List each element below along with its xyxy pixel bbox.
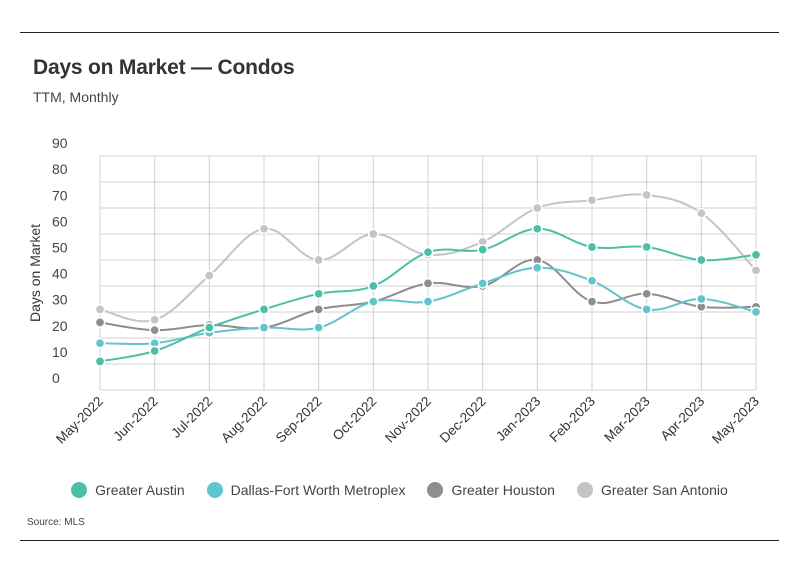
x-tick-label: Mar-2023 (601, 394, 652, 445)
x-tick-label: Sep-2022 (273, 394, 325, 446)
data-point-greater-austin (422, 246, 434, 258)
data-point-greater-austin (586, 241, 598, 253)
x-tick-label: Jun-2022 (110, 394, 160, 444)
y-tick-label: 90 (52, 135, 68, 151)
x-tick-label: Jan-2023 (493, 394, 543, 444)
data-point-greater-san-antonio (695, 207, 707, 219)
data-point-dallas-fort-worth-metroplex (313, 322, 325, 333)
x-tick-label: Nov-2022 (382, 394, 434, 446)
data-point-greater-austin (531, 223, 543, 235)
top-rule (20, 32, 779, 33)
data-point-greater-austin (258, 304, 270, 315)
x-tick-label: Aug-2022 (218, 394, 270, 446)
data-point-greater-austin (94, 356, 106, 367)
y-tick-label: 70 (52, 187, 68, 203)
legend-label: Greater San Antonio (600, 482, 728, 498)
data-point-greater-san-antonio (313, 254, 325, 266)
legend-label: Greater Austin (95, 482, 185, 498)
data-point-dallas-fort-worth-metroplex (477, 278, 489, 289)
bottom-rule (20, 540, 779, 541)
data-point-greater-houston (586, 296, 598, 307)
data-point-greater-houston (149, 324, 161, 336)
data-point-dallas-fort-worth-metroplex (258, 322, 270, 333)
data-point-greater-austin (313, 288, 325, 300)
data-point-greater-san-antonio (149, 314, 161, 326)
legend-swatch (206, 482, 223, 498)
legend-swatch (427, 482, 444, 498)
data-point-greater-san-antonio (94, 304, 106, 315)
legend-label: Greater Houston (451, 482, 555, 498)
x-tick-label: Feb-2023 (547, 394, 598, 445)
data-point-greater-houston (422, 278, 434, 289)
legend-swatch (71, 482, 88, 498)
data-point-dallas-fort-worth-metroplex (586, 275, 598, 287)
y-axis-label: Days on Market (27, 224, 43, 322)
data-point-greater-austin (695, 254, 707, 266)
data-point-dallas-fort-worth-metroplex (422, 296, 434, 307)
data-point-dallas-fort-worth-metroplex (695, 293, 707, 305)
y-tick-label: 10 (52, 344, 68, 360)
source-note: Source: MLS (27, 517, 85, 528)
data-point-greater-san-antonio (750, 265, 762, 276)
y-tick-label: 30 (52, 292, 68, 308)
legend-item-greater-san-antonio: Greater San Antonio (576, 482, 728, 498)
data-point-greater-austin (750, 249, 762, 261)
y-tick-label: 50 (52, 240, 68, 256)
x-tick-label: Apr-2023 (658, 394, 708, 444)
legend-item-greater-austin: Greater Austin (71, 482, 185, 498)
data-point-greater-san-antonio (641, 189, 653, 201)
y-tick-label: 60 (52, 213, 68, 229)
legend-swatch (576, 482, 593, 498)
y-tick-label: 20 (52, 318, 68, 334)
x-tick-label: May-2022 (53, 394, 106, 447)
data-point-greater-san-antonio (203, 270, 215, 281)
y-tick-label: 0 (52, 370, 60, 386)
y-tick-label: 80 (52, 161, 68, 177)
y-tick-label: 40 (52, 266, 68, 282)
x-tick-label: Jul-2022 (168, 394, 215, 441)
data-point-greater-austin (367, 280, 379, 292)
data-point-greater-san-antonio (531, 202, 543, 214)
data-point-dallas-fort-worth-metroplex (94, 337, 106, 349)
data-point-greater-san-antonio (258, 223, 270, 235)
chart-title: Days on Market — Condos (33, 56, 295, 79)
line-chart: 0 10 20 30 40 50 60 70 80 90 Days on Market May-202… (27, 135, 762, 447)
data-point-greater-austin (203, 322, 215, 333)
legend-item-dallas-fort-worth-metroplex: Dallas-Fort Worth Metroplex (206, 482, 406, 498)
chart-subtitle: TTM, Monthly (33, 89, 119, 105)
data-point-greater-san-antonio (367, 228, 379, 240)
data-point-greater-austin (477, 244, 489, 255)
data-point-dallas-fort-worth-metroplex (367, 296, 379, 307)
data-point-greater-san-antonio (586, 194, 598, 206)
legend-label: Dallas-Fort Worth Metroplex (230, 482, 406, 498)
x-tick-label: May-2023 (709, 394, 762, 447)
data-point-dallas-fort-worth-metroplex (750, 306, 762, 318)
data-point-greater-houston (94, 317, 106, 328)
chart-legend: Greater Austin Dallas-Fort Worth Metrople… (0, 482, 799, 498)
data-point-dallas-fort-worth-metroplex (531, 262, 543, 274)
data-point-greater-houston (641, 288, 653, 300)
x-tick-label: Dec-2022 (437, 394, 489, 446)
x-tick-label: Oct-2022 (330, 394, 380, 444)
legend-item-greater-houston: Greater Houston (427, 482, 555, 498)
data-point-dallas-fort-worth-metroplex (641, 304, 653, 315)
data-point-greater-austin (641, 241, 653, 253)
data-point-greater-houston (313, 304, 325, 315)
data-point-greater-austin (149, 345, 161, 357)
